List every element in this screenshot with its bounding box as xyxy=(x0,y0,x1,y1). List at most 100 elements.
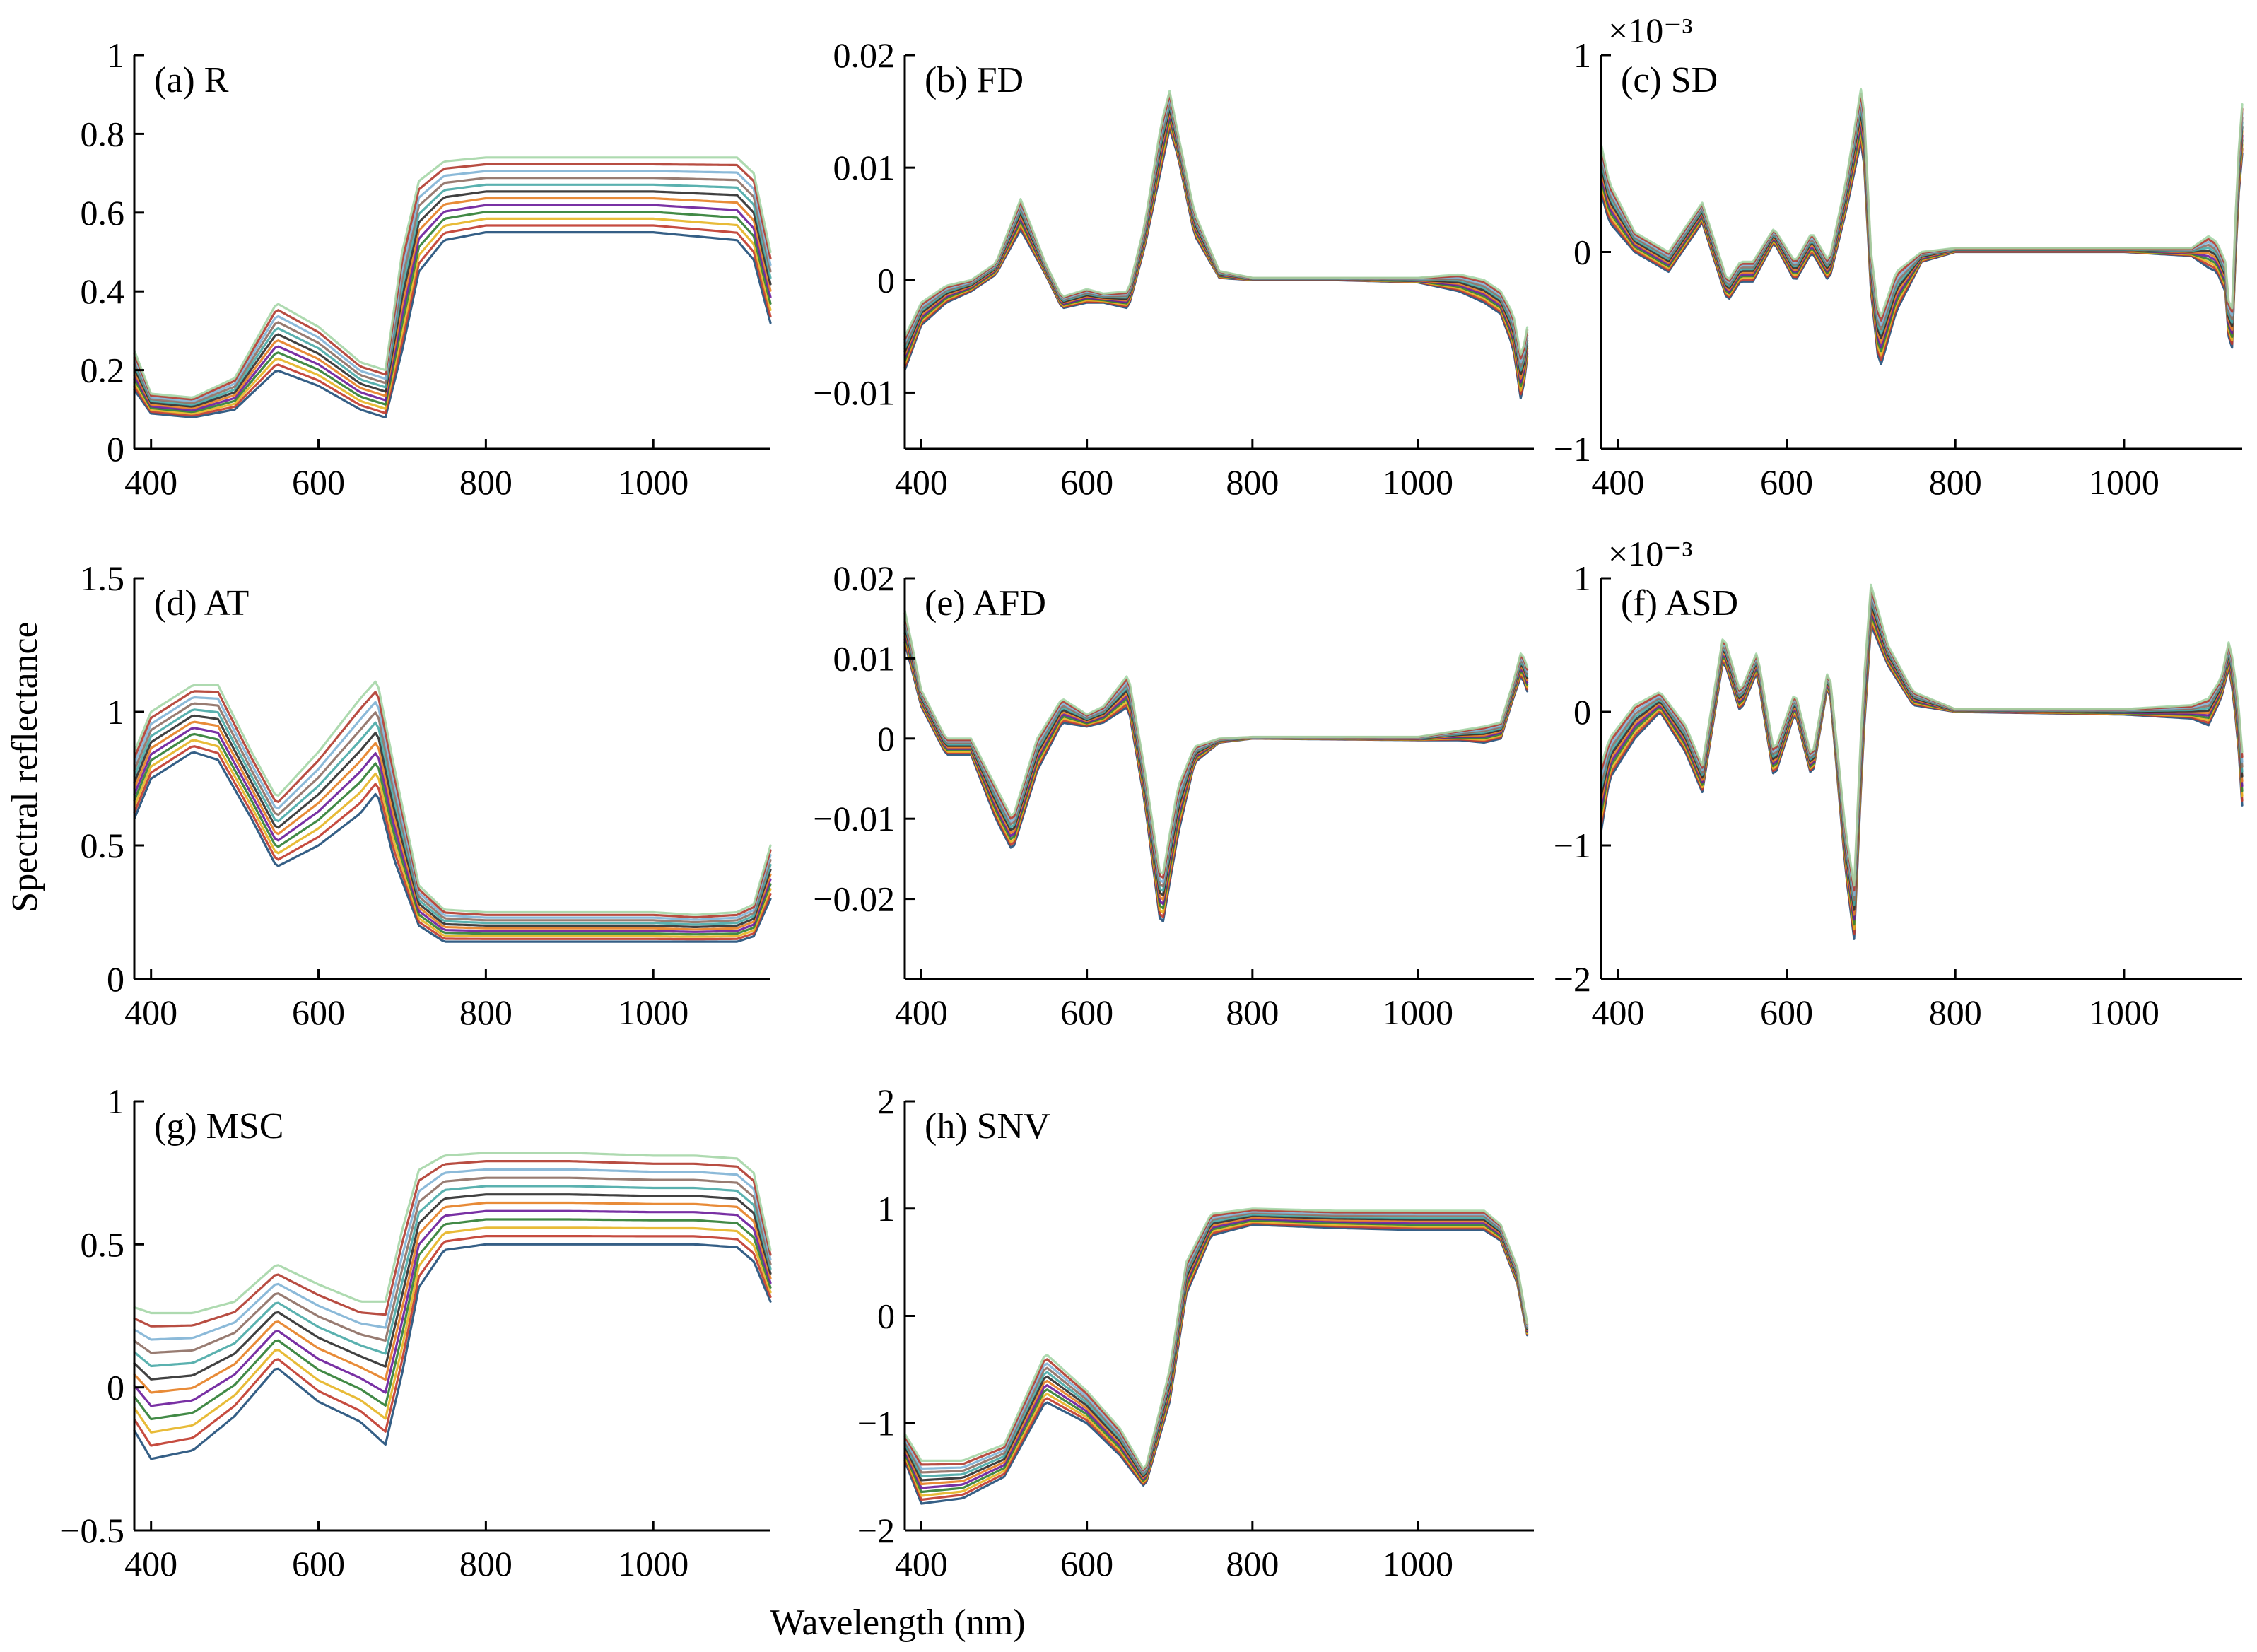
panel-d-ytick-label: 0 xyxy=(107,959,124,999)
panel-h-ytick-label: 0 xyxy=(877,1296,895,1336)
panel-b-series-5 xyxy=(903,113,1529,384)
panel-d-series-9 xyxy=(133,702,772,924)
panel-c-xtick-label: 400 xyxy=(1591,462,1644,502)
panel-g-series-2 xyxy=(133,1235,772,1447)
panel-h-series-10 xyxy=(903,1210,1529,1473)
panel-e-ytick-label: 0.02 xyxy=(833,558,896,598)
panel-c-series-11 xyxy=(1600,93,2244,322)
panel-a-series-8 xyxy=(133,183,772,406)
panel-f-ytick-label: 0 xyxy=(1573,692,1591,732)
panel-c-ytick-label: 0 xyxy=(1573,233,1591,272)
y-axis-label: Spectral reflectance xyxy=(5,621,45,912)
panel-f-scale-label: ×10⁻³ xyxy=(1608,534,1693,573)
panel-d-series-11 xyxy=(133,690,772,919)
panel-e-series-6 xyxy=(903,626,1529,901)
panel-h-ytick-label: 2 xyxy=(877,1082,895,1121)
panel-e-ytick-label: 0.01 xyxy=(833,638,896,678)
panel-e-ytick-label: −0.01 xyxy=(813,799,895,838)
panel-a-series-1 xyxy=(133,231,772,418)
panel-f: −2 −1 0 1 400 600 800 1000 (f) ASD ×10⁻³ xyxy=(1554,534,2244,1032)
panel-h-xtick-label: 600 xyxy=(1060,1544,1113,1583)
panel-c-ytick-label: −1 xyxy=(1554,429,1591,469)
panel-f-title: (f) ASD xyxy=(1621,583,1738,623)
panel-h-series-5 xyxy=(903,1217,1529,1489)
panel-f-xtick-label: 800 xyxy=(1929,992,1982,1032)
panel-h-series-12 xyxy=(903,1207,1529,1470)
panel-c-xtick-label: 1000 xyxy=(2089,462,2159,502)
panel-e-series-7 xyxy=(903,623,1529,896)
panel-a-series-7 xyxy=(133,190,772,408)
panel-d-series-12 xyxy=(133,680,772,916)
panel-b-series-12 xyxy=(903,90,1529,356)
panel-h-xtick-label: 800 xyxy=(1226,1544,1279,1583)
panel-g-xtick-label: 600 xyxy=(292,1544,345,1583)
panel-c-series-5 xyxy=(1600,121,2244,348)
panel-h: −2 −1 0 1 2 400 600 800 1000 (h) SNV xyxy=(857,1082,1534,1583)
panel-a: 0 0.2 0.4 0.6 0.8 1 400 600 800 1000 (a) R xyxy=(81,35,772,502)
panel-b-series-7 xyxy=(903,107,1529,376)
panel-b-series-4 xyxy=(903,117,1529,388)
panel-g-series-12 xyxy=(133,1152,772,1315)
panel-e-series-5 xyxy=(903,629,1529,906)
panel-a-xtick-label: 1000 xyxy=(618,462,688,502)
panel-e-series-3 xyxy=(903,635,1529,914)
panel-b-ytick-label: 0.01 xyxy=(833,148,896,187)
panel-b-xtick-label: 1000 xyxy=(1383,462,1453,502)
panel-d-title: (d) AT xyxy=(154,583,249,623)
panel-f-series-11 xyxy=(1600,587,2244,892)
panel-a-ytick-label: 0 xyxy=(107,429,124,469)
panel-a-series-12 xyxy=(133,156,772,399)
panel-g-xtick-label: 1000 xyxy=(618,1544,688,1583)
panel-a-ytick-label: 1 xyxy=(107,35,124,75)
panel-b-ytick-label: 0 xyxy=(877,260,895,300)
panel-g-ytick-label: −0.5 xyxy=(60,1511,124,1550)
panel-d-series-7 xyxy=(133,714,772,928)
panel-e-series-4 xyxy=(903,632,1529,910)
panel-h-series-7 xyxy=(903,1214,1529,1482)
panel-h-series-6 xyxy=(903,1216,1529,1486)
panel-a-ytick-label: 0.4 xyxy=(81,271,125,311)
panel-a-series-5 xyxy=(133,204,772,411)
panel-d-series-4 xyxy=(133,732,772,936)
panel-b-xtick-label: 600 xyxy=(1060,462,1113,502)
panel-d-ytick-label: 1 xyxy=(107,692,124,732)
panel-f-xtick-label: 1000 xyxy=(2089,992,2159,1032)
panel-c: −1 0 1 400 600 800 1000 (c) SD ×10⁻³ xyxy=(1554,11,2244,502)
panel-h-series-3 xyxy=(903,1220,1529,1497)
panel-h-title: (h) SNV xyxy=(925,1106,1050,1147)
panel-b-xtick-label: 400 xyxy=(895,462,948,502)
panel-c-series-4 xyxy=(1600,126,2244,353)
panel-d-series-8 xyxy=(133,708,772,926)
panel-d-series-6 xyxy=(133,720,772,931)
panel-g-xtick-label: 800 xyxy=(459,1544,512,1583)
panel-g: −0.5 0 0.5 1 400 600 800 1000 (g) MSC xyxy=(60,1082,772,1583)
panel-g-series-6 xyxy=(133,1201,772,1394)
panel-c-xtick-label: 800 xyxy=(1929,462,1982,502)
panel-e-xtick-label: 800 xyxy=(1226,992,1279,1032)
panel-d-series-3 xyxy=(133,739,772,938)
panel-b-ytick-label: 0.02 xyxy=(833,35,896,75)
panel-a-series-9 xyxy=(133,177,772,404)
panel-a-xtick-label: 800 xyxy=(459,462,512,502)
panel-f-series-1 xyxy=(1600,623,2244,940)
panel-g-series-3 xyxy=(133,1226,772,1434)
panel-e-series-8 xyxy=(903,621,1529,892)
panel-e: −0.02 −0.01 0 0.01 0.02 400 600 800 1000 (e) AFD xyxy=(813,558,1534,1032)
panel-a-series-2 xyxy=(133,224,772,417)
panel-f-ytick-label: −1 xyxy=(1554,826,1591,865)
panel-e-series-10 xyxy=(903,615,1529,884)
panel-a-series-10 xyxy=(133,170,772,402)
panel-c-series-3 xyxy=(1600,131,2244,357)
panel-d-series-2 xyxy=(133,745,772,941)
panel-a-xtick-label: 600 xyxy=(292,462,345,502)
x-axis-label: Wavelength (nm) xyxy=(770,1603,1025,1643)
panel-c-title: (c) SD xyxy=(1621,60,1718,100)
panel-b-series-9 xyxy=(903,100,1529,368)
panel-a-title: (a) R xyxy=(154,60,229,100)
panel-h-ytick-label: −2 xyxy=(857,1511,895,1550)
panel-h-series-9 xyxy=(903,1212,1529,1475)
panel-e-xtick-label: 600 xyxy=(1060,992,1113,1032)
panel-g-ytick-label: 1 xyxy=(107,1082,124,1121)
panel-d-series-5 xyxy=(133,727,772,933)
